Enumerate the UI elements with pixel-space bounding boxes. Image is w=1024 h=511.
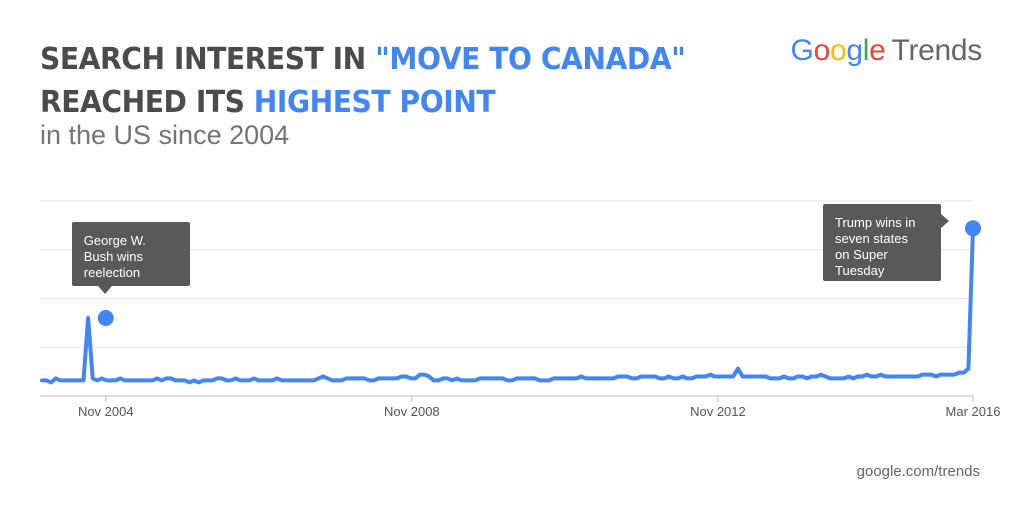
event-marker xyxy=(965,220,981,237)
source-footer: google.com/trends xyxy=(856,463,980,480)
event-marker xyxy=(97,310,114,326)
title-highlight-point: HIGHEST POINT xyxy=(253,85,496,120)
page-subtitle: in the US since 2004 xyxy=(40,120,290,150)
callout-text: on Super xyxy=(835,247,888,263)
google-wordmark: Google xyxy=(791,34,886,67)
gridlines xyxy=(40,200,973,397)
callout-text: seven states xyxy=(835,231,908,247)
page-title: SEARCH INTEREST IN "MOVE TO CANADA" REAC… xyxy=(40,38,686,124)
google-trends-logo: Google Trends xyxy=(791,34,983,68)
callout-text: George W. xyxy=(83,233,146,248)
markers xyxy=(97,220,981,326)
logo-letter: o xyxy=(813,34,831,67)
title-line-2: REACHED ITS HIGHEST POINT xyxy=(40,85,496,120)
title-line-1: SEARCH INTEREST IN "MOVE TO CANADA" xyxy=(40,42,686,77)
series-line-move-to-canada xyxy=(40,226,975,385)
logo-product: Trends xyxy=(891,34,983,67)
x-tick-label: Mar 2016 xyxy=(946,404,1001,419)
callout-text: Tuesday xyxy=(835,263,885,279)
logo-letter: e xyxy=(869,34,886,67)
x-tick-label: Nov 2012 xyxy=(690,404,746,419)
x-tick-label: Nov 2004 xyxy=(78,404,134,419)
x-axis: Nov 2004 Nov 2008 Nov 2012 Mar 2016 xyxy=(78,396,1001,419)
callout-text: Trump wins in xyxy=(835,215,916,231)
x-tick-label: Nov 2008 xyxy=(384,404,440,419)
logo-letter: G xyxy=(790,34,814,67)
event-callout: Trump wins in seven states on Super Tuesday xyxy=(823,204,949,282)
callout-text: Bush wins xyxy=(83,249,144,264)
logo-letter: l xyxy=(862,34,870,67)
title-highlight-query: "MOVE TO CANADA" xyxy=(375,42,686,77)
callout-text: reelection xyxy=(83,265,141,280)
event-callout: George W. Bush wins reelection xyxy=(71,222,190,294)
logo-letter: g xyxy=(846,34,863,67)
logo-letter: o xyxy=(829,34,847,67)
